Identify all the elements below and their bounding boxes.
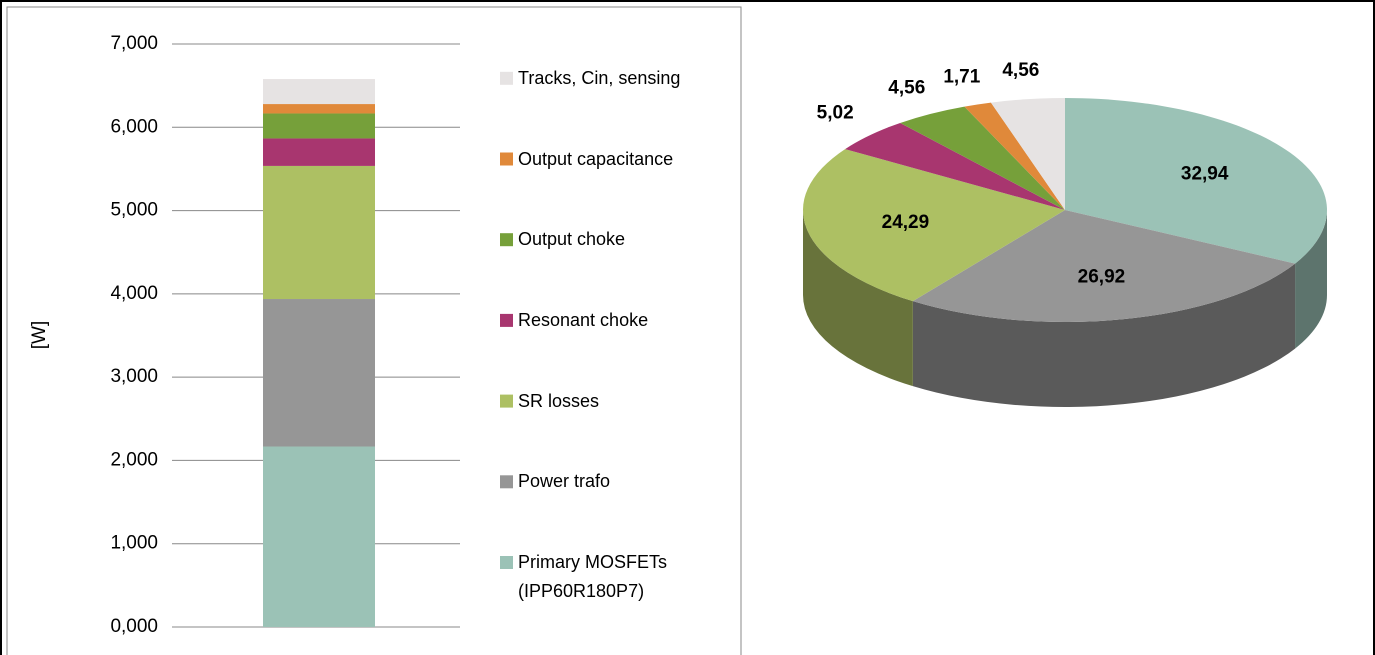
legend-swatch (500, 71, 513, 85)
legend-label: SR losses (518, 390, 600, 411)
legend-swatch (500, 556, 513, 569)
data-label: 4,56 (888, 77, 925, 98)
pie-side (1295, 210, 1327, 349)
bar-segment (263, 165, 375, 300)
y-tick-label: 7,000 (110, 33, 158, 54)
pie-slice (1065, 98, 1327, 264)
data-label: 32,94 (1181, 164, 1229, 185)
legend-label: Output choke (518, 229, 626, 250)
bar-segment (263, 79, 375, 105)
legend-swatch (500, 233, 513, 247)
legend-label: Output capacitance (518, 148, 674, 169)
bar-segment (263, 113, 375, 139)
pie-side (912, 263, 1296, 408)
pie-slice (964, 102, 1065, 210)
y-tick-label: 5,000 (110, 200, 158, 221)
data-label: 5,02 (817, 103, 854, 124)
legend-swatch (500, 394, 513, 408)
legend-label: Power trafo (518, 471, 611, 492)
legend-swatch (500, 475, 513, 489)
bar-segment (263, 104, 375, 114)
pie-slice (803, 149, 1065, 302)
y-tick-label: 3,000 (110, 366, 158, 387)
legend-label: Tracks, Cin, sensing (518, 67, 681, 88)
y-tick-label: 0,000 (110, 616, 158, 637)
data-label: 1,71 (943, 66, 980, 87)
pie-side (803, 210, 913, 387)
bar-segment (263, 446, 375, 627)
pie-slice (845, 122, 1065, 210)
pie-slice (900, 106, 1065, 210)
left-panel (6, 6, 742, 655)
legend-swatch (500, 152, 513, 166)
pie-slice (912, 210, 1296, 323)
pie-slice (990, 98, 1065, 210)
legend-swatch (500, 313, 513, 327)
y-tick-label: 6,000 (110, 116, 158, 137)
y-tick-label: 2,000 (110, 449, 158, 470)
data-label: 4,56 (1002, 60, 1039, 81)
legend-label: Primary MOSFETs (IPP60R180P7) (518, 552, 668, 601)
bar-segment (263, 299, 375, 447)
y-axis-label: [W] (29, 321, 50, 350)
legend-label: Resonant choke (518, 309, 649, 330)
bar-segment (263, 138, 375, 166)
data-label: 24,29 (882, 212, 930, 233)
data-label: 26,92 (1078, 267, 1126, 288)
y-tick-label: 4,000 (110, 283, 158, 304)
y-tick-label: 1,000 (110, 533, 158, 554)
